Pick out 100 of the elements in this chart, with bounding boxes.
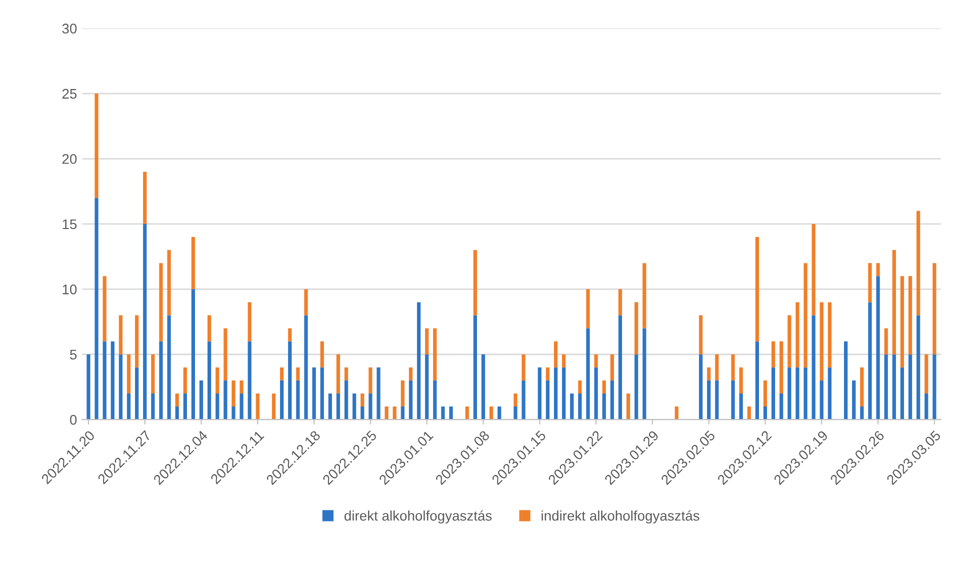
y-tick-label: 15: [62, 219, 77, 230]
bar: [763, 380, 768, 407]
bar: [707, 367, 711, 380]
bar: [328, 394, 332, 420]
bar: [562, 367, 566, 420]
bar: [498, 406, 502, 420]
bar: [908, 354, 912, 420]
bar: [634, 354, 638, 420]
bar: [199, 380, 204, 420]
bar: [336, 394, 340, 420]
bar: [908, 276, 912, 354]
y-tick-label: 20: [62, 154, 77, 164]
bar: [296, 380, 300, 420]
bar: [449, 406, 453, 420]
bar: [747, 406, 751, 420]
bar: [126, 394, 131, 420]
bar: [408, 380, 413, 420]
bar: [514, 406, 518, 420]
bar: [473, 315, 478, 420]
bar: [167, 250, 171, 316]
bar: [771, 341, 776, 368]
bar: [570, 394, 574, 420]
bar: [892, 354, 896, 420]
bar: [110, 341, 114, 420]
bar: [224, 328, 228, 380]
bar: [135, 315, 139, 368]
bar: [610, 354, 614, 380]
bar: [232, 380, 236, 407]
bar: [884, 328, 888, 354]
bar: [812, 315, 816, 420]
bar: [135, 367, 139, 420]
bar: [368, 367, 372, 394]
bar: [844, 341, 848, 420]
y-tick-label: 0: [70, 414, 77, 425]
bar: [884, 354, 888, 420]
bar: [256, 394, 260, 420]
bar: [578, 380, 582, 394]
bar: [707, 380, 711, 420]
bar: [610, 380, 614, 420]
bar: [715, 380, 719, 420]
bar: [400, 406, 404, 420]
bar: [102, 276, 106, 342]
bar: [167, 315, 171, 420]
bar: [272, 394, 276, 420]
bar: [780, 341, 784, 394]
bar: [304, 315, 308, 420]
bar: [626, 394, 630, 420]
bar: [546, 367, 550, 380]
bar: [876, 276, 880, 420]
bar: [634, 302, 638, 354]
bar: [208, 341, 212, 420]
bar: [191, 289, 196, 420]
bar: [384, 406, 388, 420]
bar: [578, 394, 582, 420]
bar: [755, 341, 759, 420]
bar: [208, 315, 212, 342]
bar: [183, 367, 187, 394]
bar: [312, 367, 316, 420]
bar: [151, 394, 155, 420]
bar: [320, 341, 324, 368]
bar: [360, 406, 364, 420]
bar: [224, 380, 228, 420]
bar: [280, 380, 284, 420]
bar: [151, 354, 155, 394]
bar: [288, 341, 292, 420]
bar: [183, 394, 187, 420]
bar: [143, 224, 147, 420]
y-tick-label: 30: [62, 24, 77, 34]
bar: [868, 263, 872, 302]
y-tick-label: 10: [62, 284, 77, 294]
bar: [860, 406, 864, 420]
bar: [248, 341, 252, 420]
bar: [240, 394, 244, 420]
bar: [191, 237, 196, 290]
bar: [514, 394, 518, 407]
bar: [240, 380, 244, 394]
bar: [554, 367, 558, 420]
bar: [296, 367, 300, 380]
bar: [796, 367, 800, 420]
bar: [618, 315, 622, 420]
bar: [554, 341, 558, 368]
bar: [280, 367, 284, 380]
bar: [320, 367, 324, 420]
bar: [852, 380, 856, 420]
bar: [771, 367, 776, 420]
bar: [546, 380, 550, 420]
bar: [232, 406, 236, 420]
bar: [916, 315, 920, 420]
bar: [932, 354, 936, 420]
bar: [481, 354, 486, 420]
bar: [924, 394, 928, 420]
bar: [425, 328, 429, 354]
bar: [216, 394, 220, 420]
bar: [433, 328, 437, 380]
bar: [400, 380, 404, 407]
bar: [796, 302, 800, 368]
bar: [118, 354, 123, 420]
bar: [159, 263, 163, 342]
bar: [473, 250, 478, 316]
bar: [416, 302, 421, 420]
